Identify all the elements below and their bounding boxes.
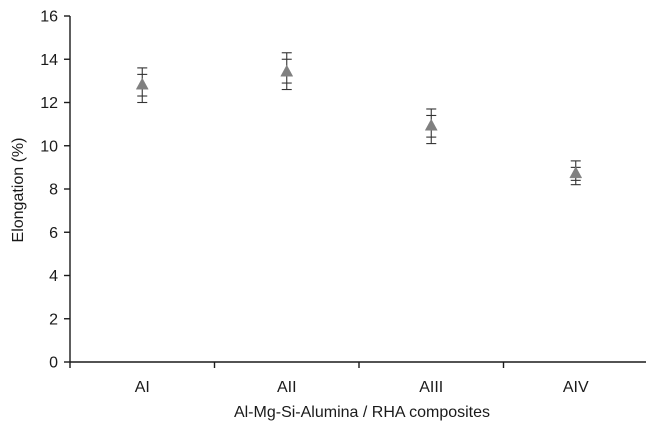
- y-tick-label: 10: [40, 138, 58, 155]
- x-tick-label: AIII: [419, 379, 443, 396]
- y-tick-label: 14: [40, 52, 58, 69]
- data-point-marker: [280, 64, 294, 77]
- y-tick-label: 4: [49, 268, 58, 285]
- data-point-marker: [424, 118, 438, 131]
- x-axis-ticks: AI AII AIII AIV: [69, 362, 589, 396]
- error-bars: [137, 52, 581, 186]
- x-tick-label: AI: [135, 379, 150, 396]
- x-tick-label: AIV: [563, 379, 589, 396]
- data-points: [135, 64, 583, 179]
- data-point-marker: [569, 166, 583, 179]
- y-axis-title: Elongation (%): [10, 138, 27, 243]
- y-tick-label: 0: [49, 355, 58, 372]
- x-tick-label: AII: [277, 379, 297, 396]
- y-tick-label: 6: [49, 225, 58, 242]
- y-axis-ticks: 0 2 4 6 8 10 12 14 16: [40, 9, 70, 372]
- chart-axes: [69, 16, 646, 363]
- y-tick-label: 12: [40, 95, 58, 112]
- x-axis-title: Al-Mg-Si-Alumina / RHA composites: [234, 404, 490, 421]
- y-tick-label: 2: [49, 311, 58, 328]
- data-point-marker: [135, 77, 149, 90]
- y-tick-label: 8: [49, 182, 58, 199]
- y-tick-label: 16: [40, 9, 58, 26]
